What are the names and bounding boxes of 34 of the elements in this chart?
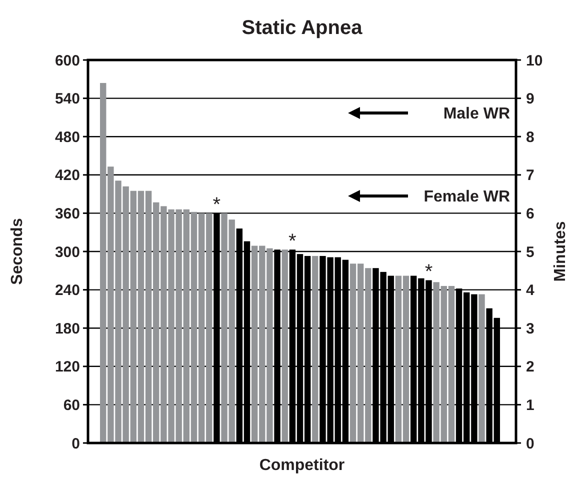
x-axis-title: Competitor bbox=[259, 457, 345, 474]
y-tick-label: 120 bbox=[54, 358, 80, 376]
bar bbox=[282, 250, 288, 443]
data-label: * bbox=[212, 194, 221, 216]
y-axis-title: Seconds bbox=[9, 218, 26, 285]
data-label: * bbox=[424, 261, 433, 284]
y-tick-label: 180 bbox=[54, 320, 80, 338]
y-tick-label: 600 bbox=[54, 52, 80, 70]
chart-title: Static Apnea bbox=[242, 17, 364, 39]
data-label: * bbox=[288, 230, 297, 253]
y2-tick-label: 0 bbox=[526, 435, 534, 452]
y2-tick-label: 5 bbox=[526, 244, 534, 261]
y2-tick-label: 7 bbox=[526, 167, 534, 184]
y-tick-label: 240 bbox=[54, 282, 80, 300]
y2-tick-label: 3 bbox=[526, 320, 534, 338]
y-tick-label: 0 bbox=[72, 435, 80, 452]
y-tick-label: 360 bbox=[54, 205, 80, 222]
annotation: Female WR bbox=[424, 188, 510, 206]
y-tick-label: 480 bbox=[54, 128, 80, 146]
annotation: Male WR bbox=[443, 106, 510, 123]
bar bbox=[312, 256, 318, 443]
y2-tick-label: 1 bbox=[526, 396, 534, 414]
y2-tick-label: 8 bbox=[526, 128, 534, 146]
y-tick-label: 420 bbox=[54, 167, 80, 184]
y2-tick-label: 9 bbox=[526, 90, 534, 108]
y-tick-label: 540 bbox=[54, 90, 80, 108]
y-tick-label: 60 bbox=[63, 396, 80, 414]
y2-axis-title: Minutes bbox=[552, 221, 569, 282]
y-tick-label: 300 bbox=[54, 244, 80, 261]
bar bbox=[478, 294, 485, 443]
y2-tick-label: 2 bbox=[526, 358, 534, 376]
y2-tick-label: 10 bbox=[526, 52, 543, 70]
y2-tick-label: 6 bbox=[526, 205, 534, 222]
y2-tick-label: 4 bbox=[526, 282, 535, 300]
